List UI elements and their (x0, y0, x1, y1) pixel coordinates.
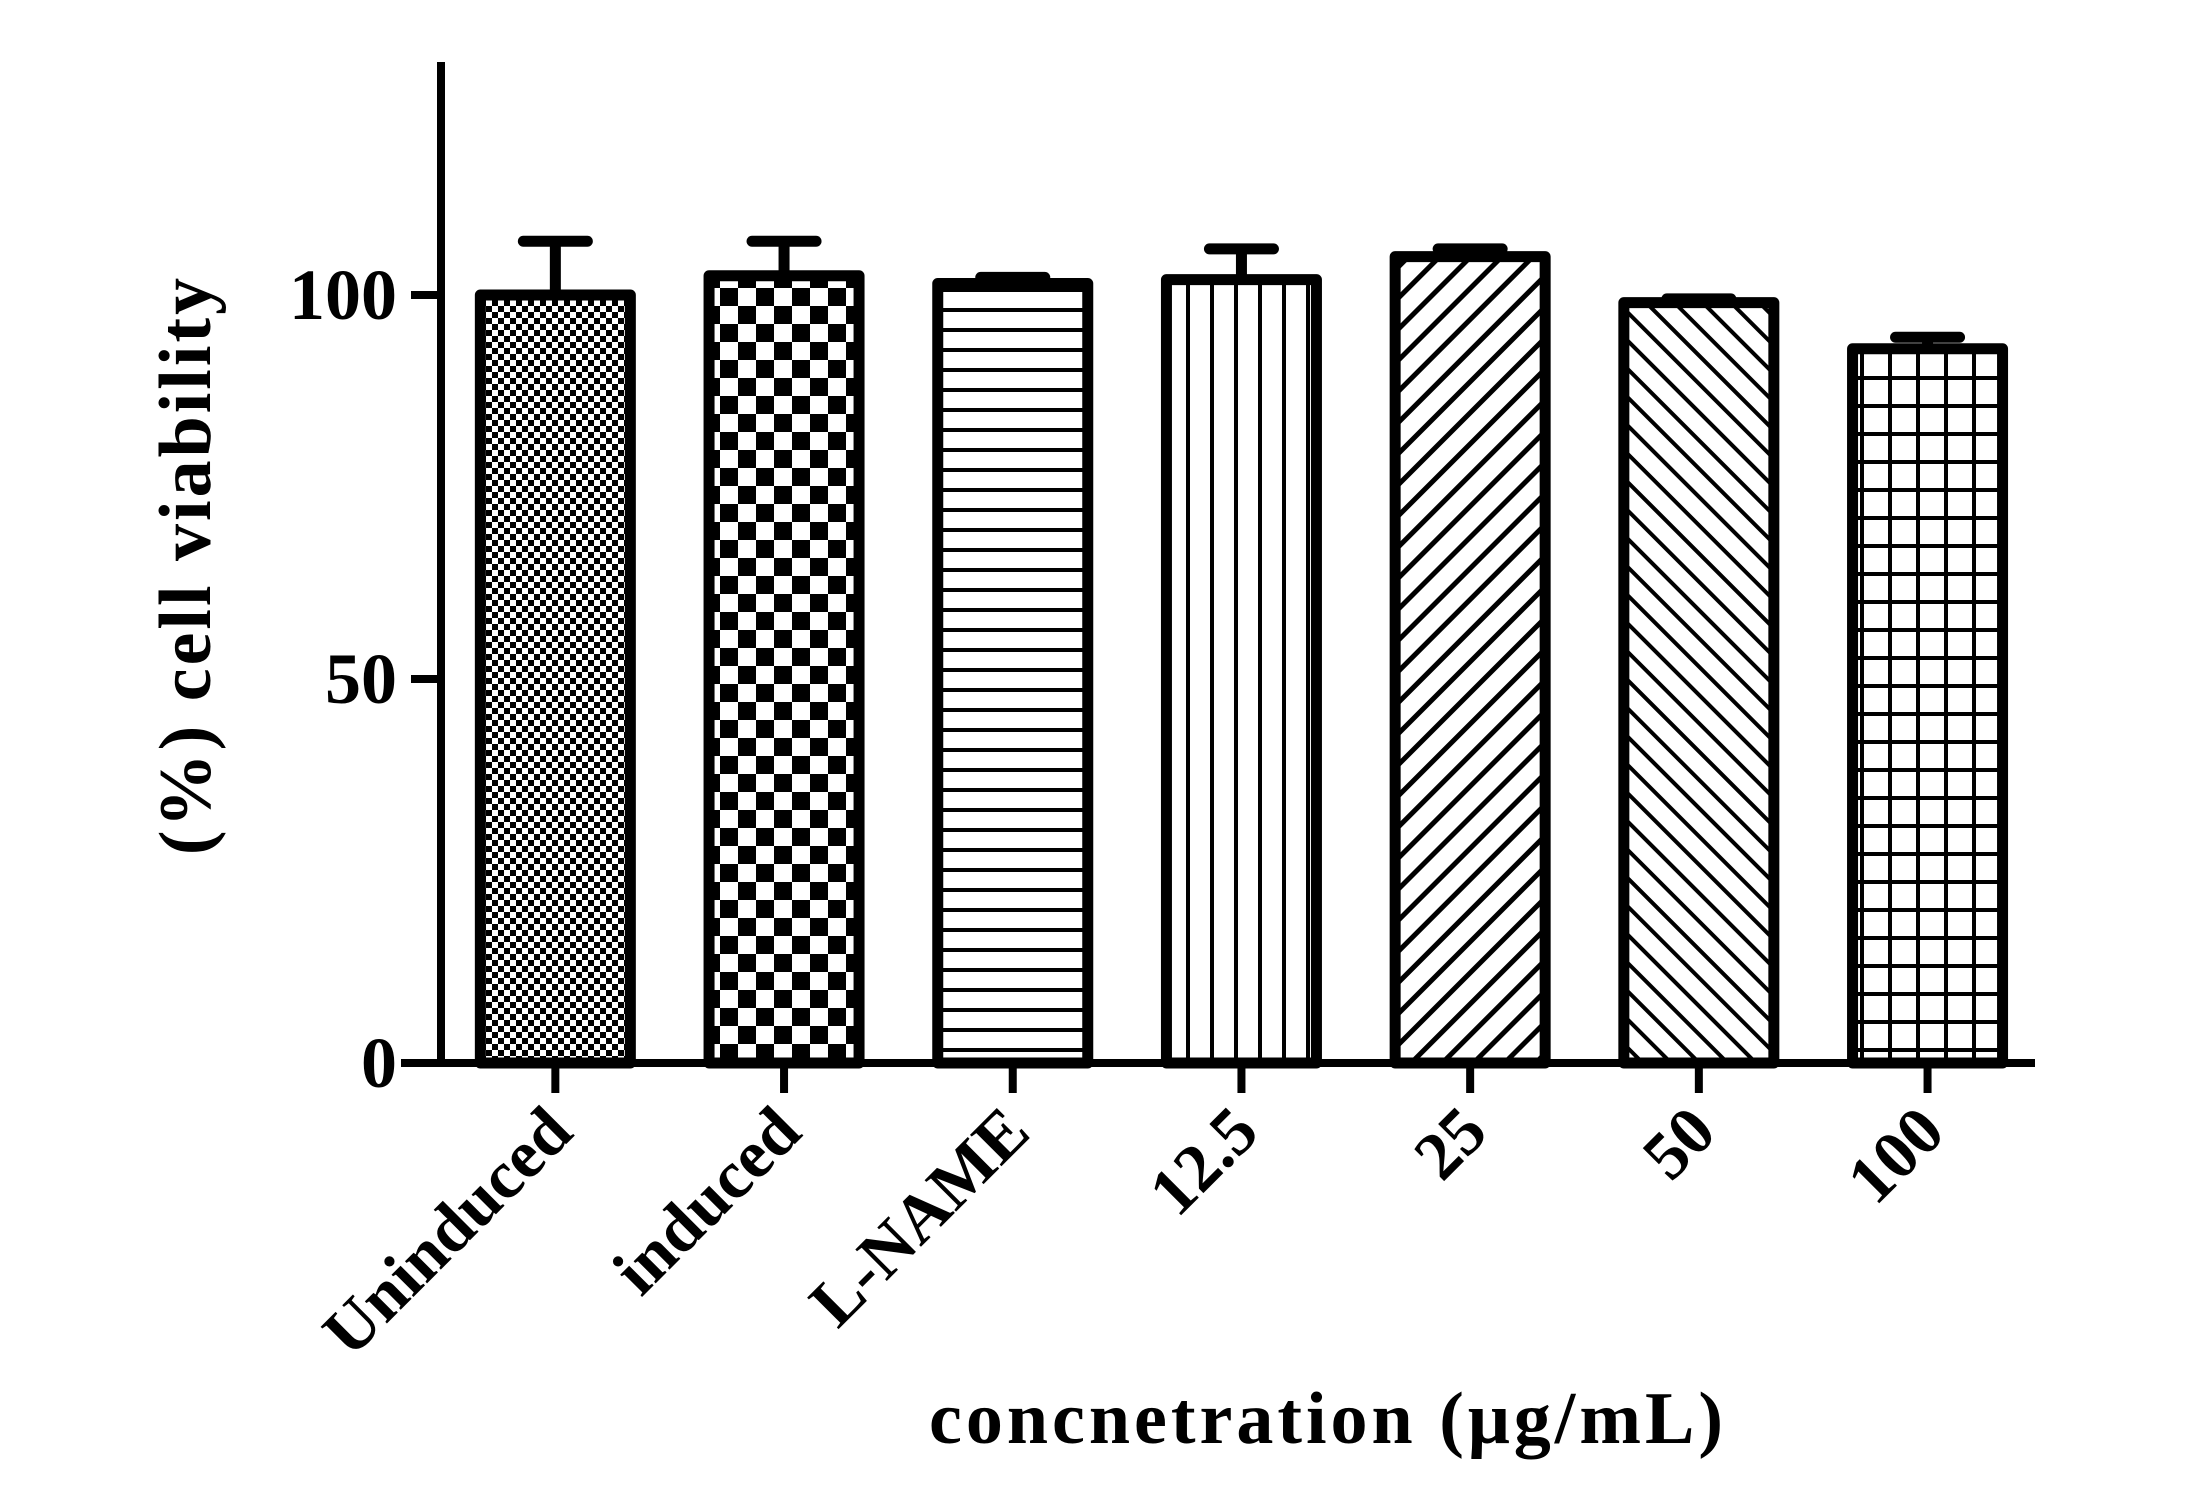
x-tick-label-25: 25 (1399, 1092, 1501, 1194)
x-tick-label-100: 100 (1832, 1092, 1958, 1218)
y-axis-title: (%) cell viability (145, 275, 227, 855)
bar-l-name (932, 277, 1094, 1069)
y-tick-label-100: 100 (289, 255, 397, 335)
bar-100 (1847, 343, 2009, 1069)
axes-layer (401, 62, 2035, 1093)
x-tick-label-uninduced: Uninduced (308, 1092, 586, 1370)
x-axis-title: concnetration (μg/mL) (929, 1378, 1727, 1460)
x-tick-label-50: 50 (1628, 1092, 1730, 1194)
bar-induced (703, 270, 865, 1069)
bar-12-5 (1160, 274, 1322, 1069)
bars-layer (474, 235, 2009, 1069)
y-tick-label-50: 50 (325, 639, 397, 719)
x-tick-label-l-name: L-NAME (795, 1092, 1044, 1341)
bar-25 (1389, 251, 1551, 1069)
x-tick-label-12-5: 12.5 (1134, 1092, 1272, 1230)
bar-uninduced (474, 289, 636, 1069)
y-tick-label-0: 0 (361, 1023, 397, 1103)
bar-50 (1618, 297, 1780, 1069)
x-tick-label-induced: induced (598, 1092, 815, 1309)
